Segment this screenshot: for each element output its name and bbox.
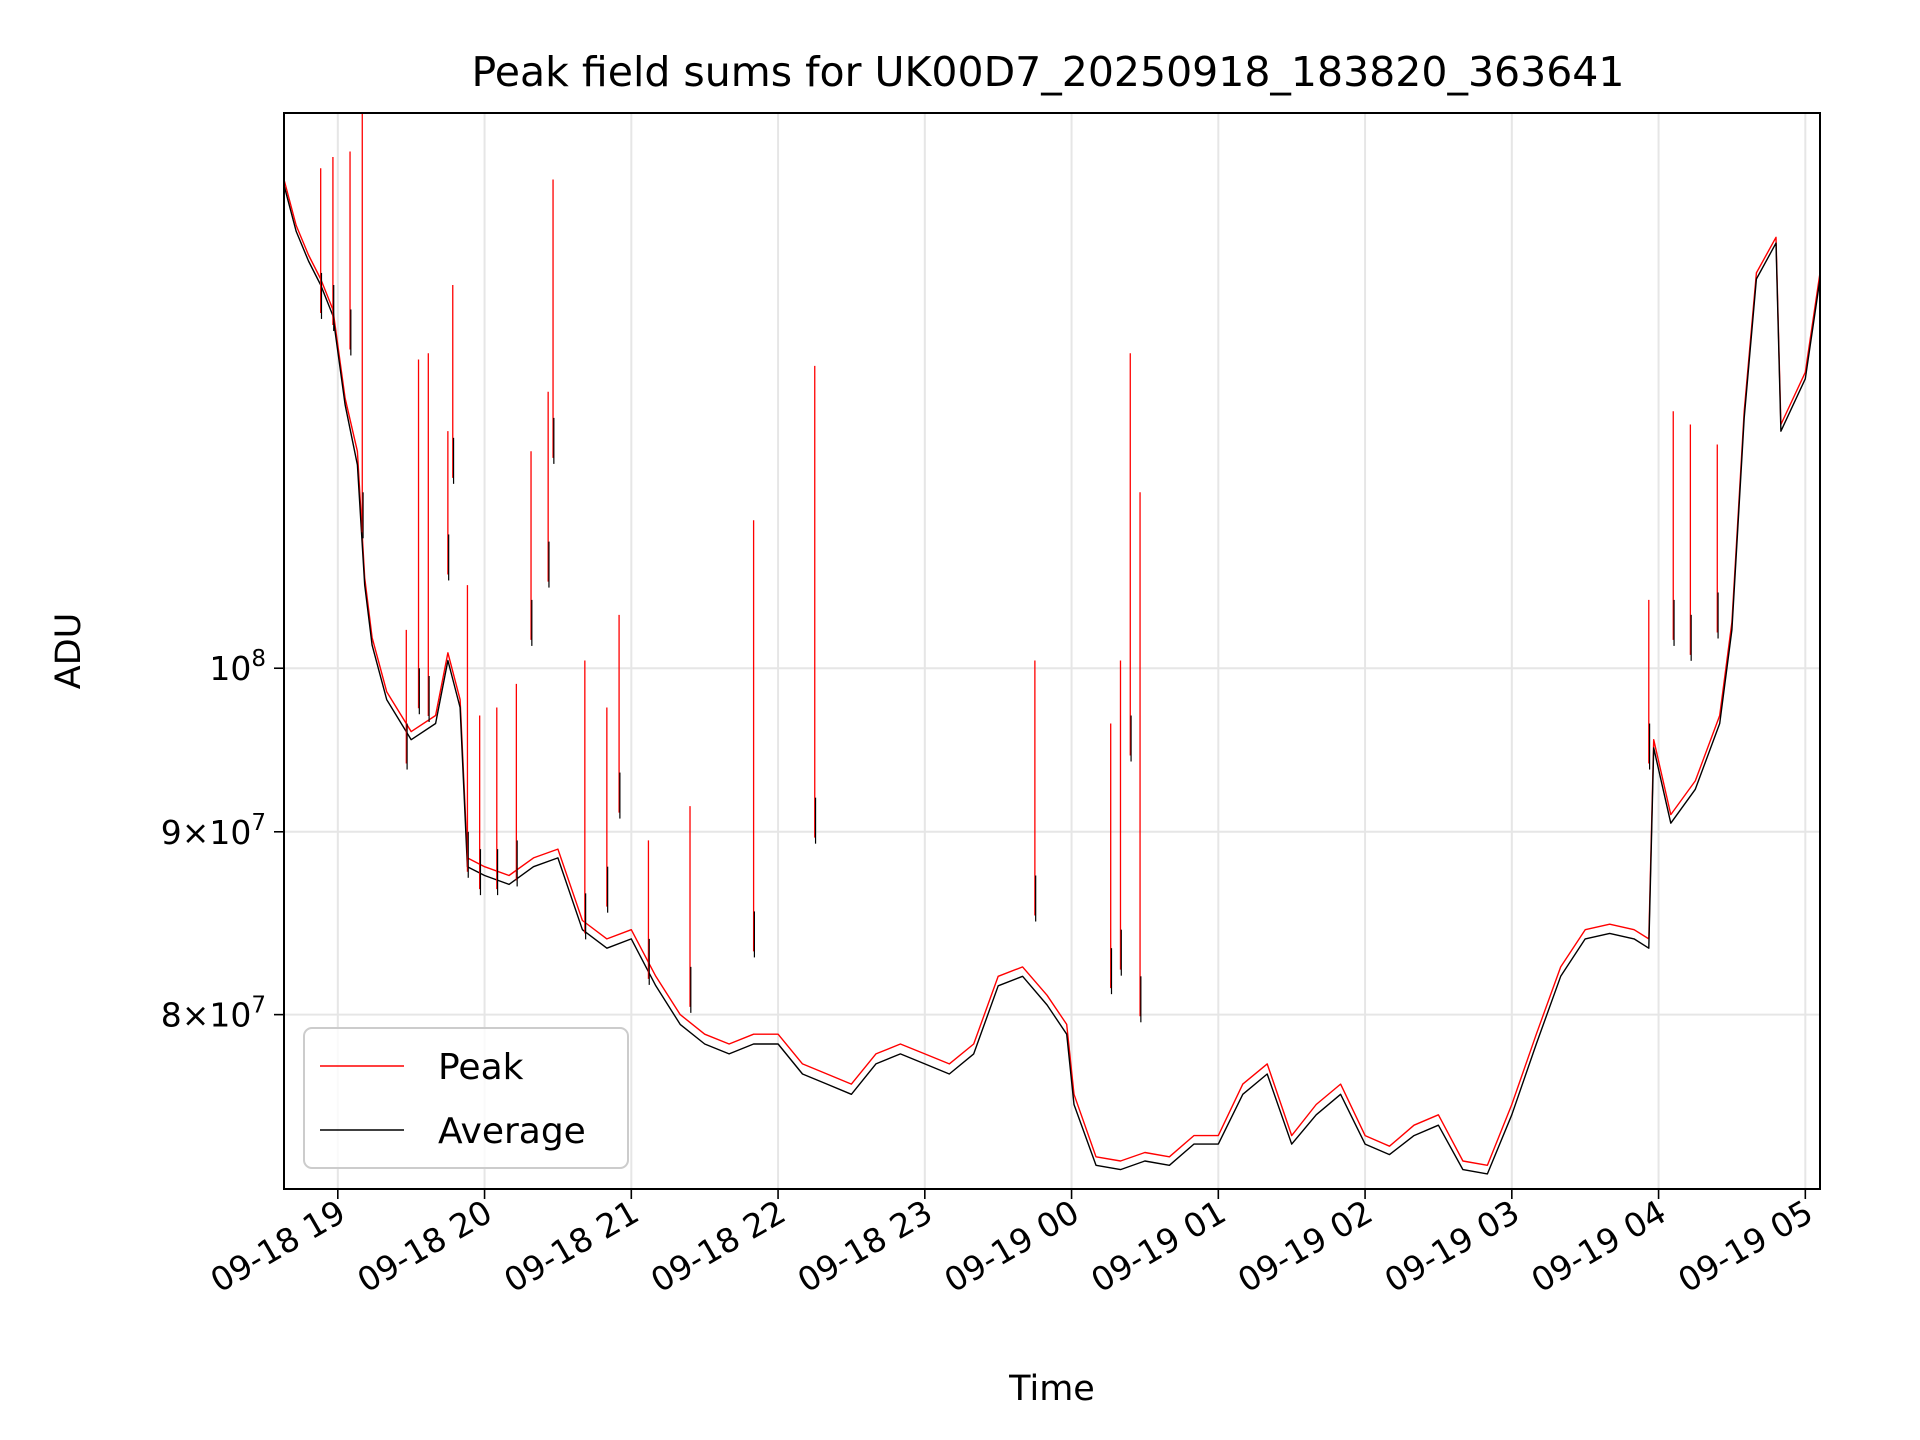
y-tick-label: 9×107 [161,810,266,852]
y-axis-ticks: 8×107 9×107 108 [161,646,284,1035]
series-line-average [283,185,1821,1175]
series-line-peak [283,179,1821,1166]
y-axis-label: ADU [49,613,89,690]
y-tick-label: 108 [209,646,266,688]
x-axis-label: Time [1008,1369,1095,1409]
spike-lines [320,113,1719,1023]
legend-label-peak: Peak [438,1047,524,1088]
legend-label-average: Average [438,1111,586,1152]
legend: Peak Average [303,1027,629,1169]
grid-lines [284,113,1820,1189]
plot-area-frame [283,112,1821,1190]
series-lines [283,179,1821,1175]
y-tick-label: 8×107 [161,993,266,1035]
chart-title: Peak field sums for UK00D7_20250918_1838… [472,48,1625,96]
legend-box [303,1027,629,1169]
